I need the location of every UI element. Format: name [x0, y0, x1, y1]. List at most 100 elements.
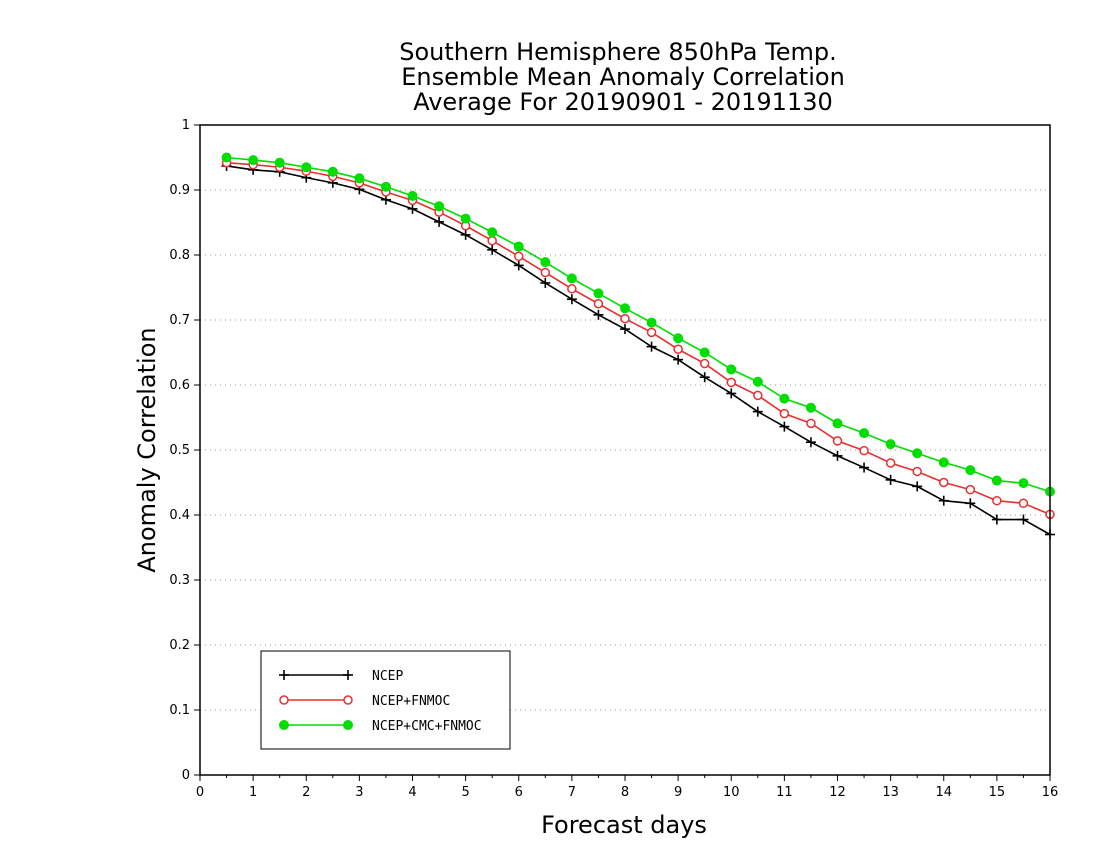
- x-tick-label: 2: [302, 785, 310, 800]
- data-point: [939, 477, 949, 488]
- x-tick-label: 16: [1042, 785, 1059, 800]
- legend-marker: [343, 670, 353, 680]
- data-point: [646, 327, 657, 338]
- plot-frame: [199, 124, 1051, 776]
- x-tick-label: 8: [621, 785, 629, 800]
- chart-title-line-1: Southern Hemisphere 850hPa Temp.: [399, 38, 836, 66]
- x-tick-label: 12: [829, 785, 846, 800]
- data-point: [673, 344, 683, 354]
- x-tick-label: 13: [882, 785, 899, 800]
- data-point: [487, 244, 498, 255]
- data-point: [514, 251, 524, 262]
- data-point: [620, 313, 630, 324]
- data-point: [779, 421, 790, 432]
- x-tick-label: 1: [249, 785, 257, 800]
- data-point: [1018, 478, 1029, 489]
- data-point: [221, 152, 232, 163]
- data-point: [248, 155, 259, 166]
- data-point: [938, 495, 949, 506]
- data-point: [805, 402, 816, 413]
- data-point: [859, 462, 870, 473]
- legend-label: NCEP: [372, 669, 403, 684]
- y-tick-label: 0.4: [169, 508, 190, 523]
- series-line: [226, 156, 1051, 493]
- y-tick-label: 0.8: [169, 248, 190, 263]
- data-point: [885, 458, 896, 468]
- data-point: [380, 181, 391, 192]
- data-point: [885, 474, 896, 485]
- data-point: [779, 408, 790, 419]
- data-point: [434, 201, 445, 212]
- x-tick-label: 7: [568, 785, 576, 800]
- data-point: [567, 284, 577, 294]
- data-point: [566, 273, 577, 284]
- x-tick-label: 11: [776, 785, 793, 800]
- y-axis-label: Anomaly Correlation: [133, 327, 161, 572]
- x-tick-label: 15: [989, 785, 1006, 800]
- data-point: [487, 227, 498, 238]
- data-point: [753, 390, 763, 401]
- data-point: [965, 498, 976, 509]
- chart-title-line-2: Ensemble Mean Anomaly Correlation: [401, 63, 845, 91]
- data-point: [327, 166, 338, 177]
- data-point: [460, 213, 471, 224]
- data-point: [620, 303, 630, 314]
- data-point: [752, 406, 763, 417]
- x-tick-label: 4: [408, 785, 416, 800]
- y-tick-label: 0.6: [169, 378, 190, 393]
- data-point: [1018, 498, 1029, 509]
- data-point: [965, 484, 976, 495]
- legend-item: NCEP+CMC+FNMOC: [279, 719, 482, 734]
- data-point: [699, 347, 710, 358]
- data-point: [991, 514, 1002, 525]
- legend-item: NCEP+FNMOC: [279, 694, 450, 709]
- legend-marker: [343, 695, 353, 705]
- data-point: [726, 388, 737, 399]
- data-point: [593, 299, 604, 309]
- y-tick-label: 0.1: [169, 703, 190, 718]
- legend-label: NCEP+CMC+FNMOC: [372, 719, 482, 734]
- data-point: [752, 376, 763, 387]
- data-point: [434, 216, 445, 227]
- data-point: [912, 448, 923, 459]
- x-axis-label: Forecast days: [541, 811, 707, 839]
- legend-marker: [343, 720, 353, 730]
- data-point: [699, 358, 710, 369]
- legend-marker: [279, 720, 289, 730]
- data-point: [805, 437, 816, 448]
- data-point: [779, 393, 790, 404]
- y-tick-label: 1: [182, 118, 190, 133]
- axis-ticks: 00.10.20.30.40.50.60.70.80.910 1 2 3 4 5 6 7 8 9 1…: [169, 118, 1058, 800]
- data-point: [832, 450, 843, 461]
- data-point: [726, 364, 737, 375]
- data-point: [620, 324, 630, 335]
- data-point: [965, 465, 976, 476]
- data-point: [513, 241, 524, 252]
- data-point: [938, 457, 949, 468]
- data-point: [354, 173, 365, 184]
- data-point: [832, 418, 843, 429]
- y-tick-label: 0.9: [169, 183, 190, 198]
- data-point: [646, 341, 657, 352]
- legend: NCEP NCEP+FNMOC NCEP+CMC+FNMOC: [260, 650, 511, 750]
- data-point: [991, 475, 1002, 486]
- data-point: [673, 354, 684, 365]
- data-point: [407, 190, 418, 201]
- legend-label: NCEP+FNMOC: [372, 694, 450, 709]
- data-point: [859, 428, 870, 439]
- x-tick-label: 9: [674, 785, 682, 800]
- legend-marker: [279, 695, 289, 705]
- data-point: [593, 309, 604, 320]
- series-ncep-cmc-fnmoc: [221, 152, 1055, 497]
- y-tick-label: 0.7: [169, 313, 190, 328]
- data-point: [806, 418, 816, 429]
- data-point: [566, 294, 577, 305]
- series-ncep: [221, 160, 1055, 540]
- data-point: [859, 445, 869, 456]
- x-tick-label: 0: [196, 785, 204, 800]
- data-point: [487, 235, 497, 246]
- data-point: [513, 260, 524, 271]
- data-point: [699, 372, 710, 383]
- data-point: [912, 481, 923, 492]
